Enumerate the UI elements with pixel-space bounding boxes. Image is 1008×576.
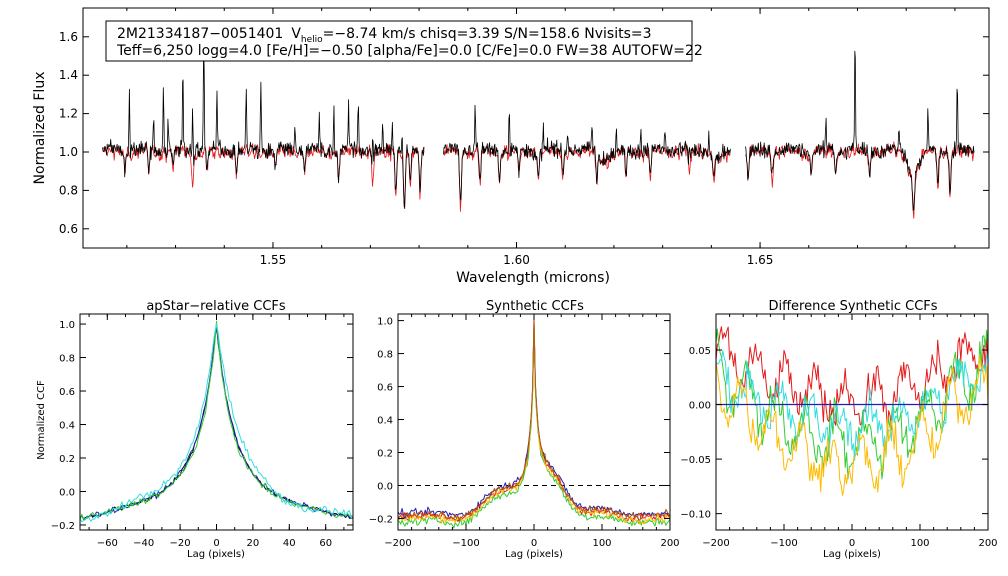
apstar-ccf-series-black bbox=[79, 324, 354, 519]
info-box bbox=[105, 20, 693, 62]
apstar-ccf-xtick-label: 0 bbox=[213, 538, 219, 549]
synthetic-ccf-ytick-label: 1.0 bbox=[377, 317, 393, 328]
apstar-ccf-series-green bbox=[79, 320, 354, 522]
spectrum-ticks: 1.55 1.60 1.65 0.6 0.8 1.0 1.2 1.4 1.6 bbox=[59, 8, 989, 267]
apstar-ccf-ytick-label: 1.0 bbox=[59, 320, 75, 331]
difference-ccf-xtick-label: 100 bbox=[910, 538, 929, 549]
apstar-ccf-xtick-label: 60 bbox=[319, 538, 332, 549]
spectrum-xtick-label: 1.55 bbox=[260, 253, 287, 267]
synthetic-ccf-ytick-label: 0.0 bbox=[377, 481, 393, 492]
synthetic-ccf-xtick-label: 100 bbox=[592, 538, 611, 549]
spectrum-ytick-label: 1.2 bbox=[59, 107, 78, 121]
spectrum-xtick-label: 1.65 bbox=[747, 253, 774, 267]
difference-ccf-xtick-label: −200 bbox=[702, 538, 729, 549]
apstar-ccf-series-cyan bbox=[79, 323, 354, 523]
synthetic-ccf-series-brown bbox=[397, 322, 671, 522]
apstar-ccf-ytick-label: 0.8 bbox=[59, 354, 75, 365]
apstar-ccf-ytick-label: 0.6 bbox=[59, 387, 75, 398]
spectrum-ytick-label: 1.4 bbox=[59, 68, 78, 82]
apstar-ccf-ytick-label: 0.2 bbox=[59, 454, 75, 465]
apstar-ccf-axes-frame bbox=[79, 313, 354, 531]
apstar-ccf-series-blue bbox=[79, 324, 354, 520]
observed-spectrum-chip-3 bbox=[745, 50, 975, 211]
observed-spectrum-chip-2 bbox=[443, 104, 731, 201]
spectrum-ylabel: Normalized Flux bbox=[32, 72, 48, 185]
synthetic-ccf-xtick-label: −200 bbox=[384, 538, 411, 549]
apstar-ccf-xtick-label: 40 bbox=[283, 538, 296, 549]
spectrum-ytick-label: 1.0 bbox=[59, 145, 78, 159]
difference-ccf-axes-frame bbox=[715, 313, 989, 531]
spectrum-ytick-label: 1.6 bbox=[59, 30, 78, 44]
info-v-symbol: V bbox=[291, 26, 301, 42]
spectrum-xtick-label: 1.60 bbox=[503, 253, 530, 267]
difference-ccf-xtick-label: −100 bbox=[770, 538, 797, 549]
spectrum-panel: 1.55 1.60 1.65 0.6 0.8 1.0 1.2 1.4 1.6 2M2133418… bbox=[32, 7, 990, 286]
difference-ccf-xlabel: Lag (pixels) bbox=[823, 549, 881, 560]
spectrum-axes-frame bbox=[82, 7, 990, 249]
difference-ccf-series-orange bbox=[715, 354, 989, 496]
difference-ccf-panel: Difference Synthetic CCFs −200 −100 0 100 20… bbox=[680, 299, 997, 560]
apstar-ccf-ylabel: Normalized CCF bbox=[36, 380, 47, 460]
difference-ccf-title: Difference Synthetic CCFs bbox=[768, 299, 937, 314]
difference-ccf-xtick-label: 0 bbox=[849, 538, 855, 549]
apstar-ccf-xtick-label: −60 bbox=[97, 538, 118, 549]
apstar-ccf-ytick-label: 0.0 bbox=[59, 487, 75, 498]
synthetic-ccf-ytick-label: 0.2 bbox=[377, 449, 393, 460]
difference-ccf-ytick-label: 0.00 bbox=[689, 401, 711, 412]
synthetic-ccf-xlabel: Lag (pixels) bbox=[505, 549, 563, 560]
info-line-2: Teff=6,250 logg=4.0 [Fe/H]=−0.50 [alpha/… bbox=[116, 43, 703, 59]
synthetic-ccf-title: Synthetic CCFs bbox=[486, 299, 584, 314]
synthetic-ccf-xtick-label: 0 bbox=[531, 538, 537, 549]
apstar-ccf-ytick-label: −0.2 bbox=[51, 521, 75, 532]
spectrum-xlabel: Wavelength (microns) bbox=[456, 270, 610, 286]
synthetic-ccf-ytick-label: 0.4 bbox=[377, 416, 393, 427]
difference-ccf-ytick-label: −0.05 bbox=[680, 455, 711, 466]
info-star-id: 2M21334187−0051401 bbox=[117, 26, 283, 42]
apstar-ccf-ytick-label: 0.4 bbox=[59, 421, 75, 432]
synthetic-ccf-ytick-label: 0.6 bbox=[377, 383, 393, 394]
observed-spectrum-chip-1 bbox=[102, 45, 425, 210]
difference-ccf-ytick-label: 0.05 bbox=[689, 346, 711, 357]
difference-ccf-xtick-label: 200 bbox=[978, 538, 997, 549]
info-helio-subscript: helio bbox=[301, 35, 323, 45]
synthetic-ccf-ytick-label: −0.2 bbox=[369, 514, 393, 525]
spectrum-ytick-label: 0.8 bbox=[59, 183, 78, 197]
synthetic-ccf-series-green bbox=[397, 326, 671, 529]
observed-spectrum-series bbox=[102, 45, 975, 211]
apstar-ccf-xtick-label: −40 bbox=[133, 538, 154, 549]
synthetic-ccf-ytick-label: 0.8 bbox=[377, 350, 393, 361]
difference-ccf-ytick-label: −0.10 bbox=[680, 510, 711, 521]
difference-ccf-series-red bbox=[715, 326, 989, 432]
apstar-ccf-panel: apStar−relative CCFs −60 −40 −20 0 20 40 60 −0.… bbox=[36, 299, 354, 560]
synthetic-ccf-xtick-label: −100 bbox=[452, 538, 479, 549]
info-line-1: 2M21334187−0051401 Vhelio=−8.74 km/s chis… bbox=[117, 26, 652, 45]
synthetic-ccf-xtick-label: 200 bbox=[660, 538, 679, 549]
difference-ccf-series-cyan bbox=[715, 350, 989, 461]
synthetic-ccf-series-orange bbox=[397, 323, 671, 525]
apstar-ccf-xlabel: Lag (pixels) bbox=[187, 549, 245, 560]
apstar-ccf-xtick-label: −20 bbox=[170, 538, 191, 549]
apstar-ccf-title: apStar−relative CCFs bbox=[146, 299, 286, 314]
spectrum-ytick-label: 0.6 bbox=[59, 222, 78, 236]
info-line1-values: =−8.74 km/s chisq=3.39 S/N=158.6 Nvisits… bbox=[323, 26, 652, 42]
synthetic-ccf-panel: Synthetic CCFs −200 −100 0 100 200 −0.2 0.0 0.2… bbox=[369, 299, 680, 560]
apstar-ccf-xtick-label: 20 bbox=[247, 538, 260, 549]
